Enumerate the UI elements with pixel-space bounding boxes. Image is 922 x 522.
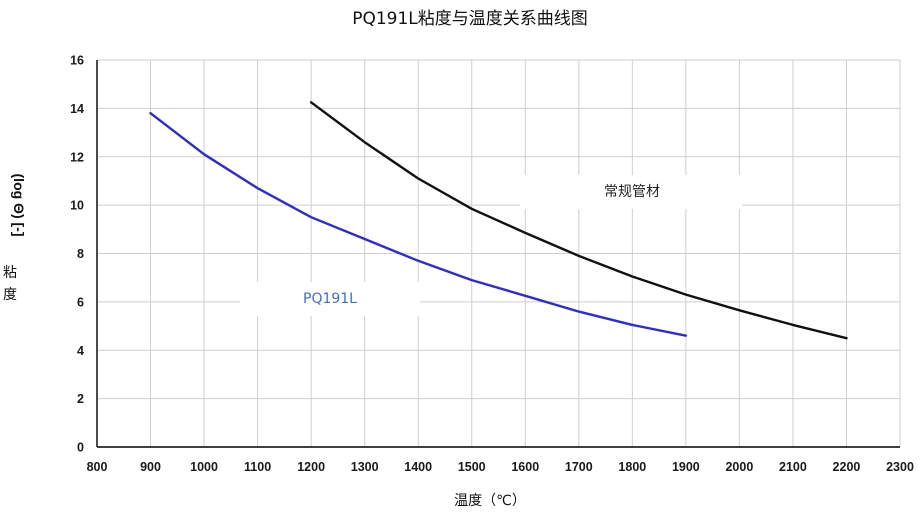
- y-tick-label-16: 16: [70, 54, 84, 68]
- x-tick-label-2000: 2000: [725, 460, 753, 474]
- y-axis-ticks: 0 2 4 6 8 10 12 14 16: [70, 54, 84, 455]
- series-line-pq191l: [149, 111, 688, 337]
- x-tick-label-2300: 2300: [886, 460, 914, 474]
- x-tick-label-1000: 1000: [190, 460, 218, 474]
- y-axis-title-line2: 粘: [3, 265, 17, 281]
- y-tick-label-4: 4: [77, 344, 84, 358]
- y-tick-label-6: 6: [77, 295, 84, 309]
- x-tick-label-1300: 1300: [351, 460, 379, 474]
- series-label-pq191l-box: [240, 282, 420, 316]
- x-axis-title: 温度（℃）: [454, 493, 526, 509]
- x-tick-label-1700: 1700: [565, 460, 593, 474]
- series-label-regular-pipe: 常规管材: [604, 184, 660, 200]
- y-tick-label-12: 12: [70, 150, 84, 164]
- chart-title: PQ191L粘度与温度关系曲线图: [352, 9, 588, 29]
- x-tick-label-1100: 1100: [244, 460, 271, 474]
- y-tick-label-14: 14: [70, 102, 84, 116]
- x-tick-label-1200: 1200: [297, 460, 325, 474]
- y-tick-label-2: 2: [77, 392, 84, 406]
- y-axis-title-line1: (log Θ) [-]: [11, 174, 27, 237]
- x-tick-label-2100: 2100: [779, 460, 807, 474]
- x-axis-ticks: 800 900 1000 1100 1200 1300 1400 1500 1600 1700 18…: [87, 460, 914, 474]
- series-label-regular-pipe-box: [520, 175, 742, 209]
- series-line-regular-pipe: [309, 101, 848, 340]
- y-tick-label-0: 0: [77, 441, 84, 455]
- y-axis-title-line3: 度: [3, 287, 17, 303]
- y-tick-label-10: 10: [70, 199, 84, 213]
- y-axis-title: (log Θ) [-] 粘 度: [3, 174, 27, 303]
- series-labels: PQ191L 常规管材: [240, 175, 742, 316]
- x-tick-label-1800: 1800: [618, 460, 646, 474]
- x-tick-label-2200: 2200: [833, 460, 861, 474]
- x-tick-label-800: 800: [87, 460, 108, 474]
- series-label-pq191l: PQ191L: [303, 291, 357, 307]
- y-tick-label-8: 8: [77, 247, 84, 261]
- x-tick-label-1600: 1600: [511, 460, 539, 474]
- x-tick-label-1900: 1900: [672, 460, 700, 474]
- x-tick-label-1400: 1400: [404, 460, 432, 474]
- x-tick-label-1500: 1500: [458, 460, 486, 474]
- plot-grid: [96, 59, 901, 448]
- plot-axes: [96, 60, 900, 448]
- x-tick-label-900: 900: [140, 460, 161, 474]
- series-layer: [149, 101, 848, 340]
